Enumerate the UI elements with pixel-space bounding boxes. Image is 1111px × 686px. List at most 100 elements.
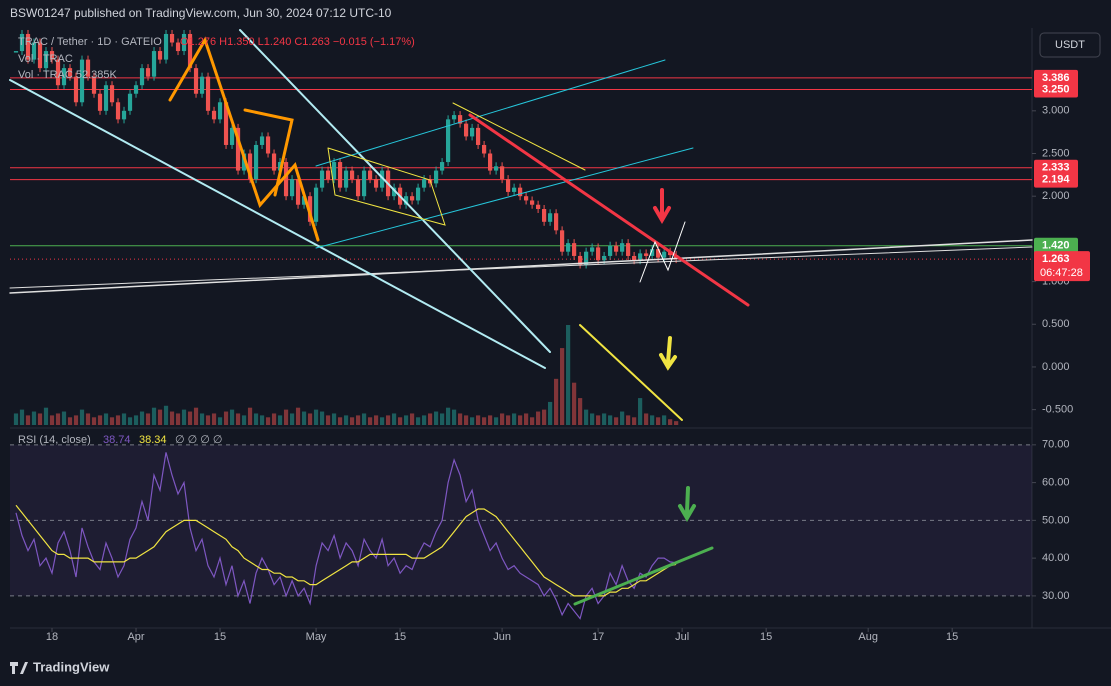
volume-bar: [596, 415, 601, 425]
candle: [638, 253, 643, 261]
volume-bar: [169, 411, 175, 425]
candle: [656, 249, 661, 258]
candle: [127, 93, 133, 111]
candle: [505, 179, 511, 192]
candle: [421, 179, 427, 188]
candle: [85, 59, 91, 77]
candle: [409, 196, 415, 201]
published: BSW01247 published on TradingView.com, J…: [10, 6, 392, 20]
level-tag: [1034, 171, 1078, 188]
volume-bar: [361, 413, 367, 425]
candle: [493, 166, 499, 171]
volume-bar: [73, 415, 79, 425]
ohlc: O1.276 H1.350 L1.240 C1.263 −0.015 (−1.1…: [180, 36, 415, 48]
countdown: 06:47:28: [1040, 267, 1083, 279]
x-tick-label: 17: [592, 631, 604, 643]
volume-bar: [307, 413, 313, 425]
volume-bar: [79, 409, 85, 425]
volume-bar: [451, 409, 457, 425]
currency-button[interactable]: [1039, 32, 1101, 58]
candle: [554, 213, 559, 231]
volume-bar: [536, 411, 541, 425]
candle: [283, 162, 289, 197]
flag: [452, 102, 586, 171]
volume-bar: [524, 413, 529, 425]
volume-bar: [85, 413, 91, 425]
candle: [319, 170, 325, 188]
candle: [205, 76, 211, 111]
candle: [247, 153, 253, 180]
candle: [169, 33, 175, 43]
volume-bar: [481, 417, 487, 425]
volume-bar: [626, 415, 631, 425]
volume-bar: [49, 415, 55, 425]
candle: [445, 119, 451, 163]
channel-line: [315, 147, 694, 249]
y-tick-label: 2.500: [1042, 147, 1070, 159]
candle: [31, 42, 37, 60]
candle: [584, 251, 589, 265]
volume-bar: [373, 415, 379, 425]
volume-legend: Vol · TRAC 52.385K: [18, 69, 118, 81]
volume-bar: [193, 407, 199, 425]
candle: [193, 68, 199, 94]
candle: [295, 179, 301, 205]
resistance-line: [468, 113, 750, 307]
candle: [271, 153, 277, 171]
volume-bar: [175, 413, 181, 425]
volume-bar: [391, 413, 397, 425]
x-tick-label: 15: [760, 631, 772, 643]
y-tick-label: 0.500: [1042, 318, 1070, 330]
level-label: 1.420: [1042, 240, 1070, 252]
candle: [457, 115, 463, 124]
volume-bar: [602, 413, 607, 425]
candle: [133, 85, 139, 94]
volume-bar: [301, 411, 307, 425]
volume-bar: [283, 409, 289, 425]
volume-bar: [656, 417, 661, 425]
y-tick-label: 30.00: [1042, 590, 1070, 602]
volume-bar: [103, 413, 109, 425]
volume-bar: [325, 415, 331, 425]
y-tick-label: 0.000: [1042, 361, 1070, 373]
volume-bar: [355, 415, 361, 425]
currency[interactable]: USDT: [1055, 39, 1085, 51]
candle: [391, 187, 397, 197]
candle: [620, 243, 625, 252]
volume-bar: [572, 382, 577, 425]
candle: [325, 170, 331, 180]
candle: [403, 196, 409, 205]
volume-bar: [37, 413, 43, 425]
volume-bar: [157, 409, 163, 425]
candle: [13, 51, 19, 53]
volume-bar: [289, 413, 295, 425]
drawings: [9, 29, 1033, 606]
candle: [187, 33, 193, 69]
volume-bar: [367, 417, 373, 425]
candle: [157, 51, 163, 60]
volume-bar: [620, 411, 625, 425]
volume-bar: [517, 415, 523, 425]
candle: [343, 170, 349, 188]
volume-bar: [439, 413, 445, 425]
candle: [463, 123, 469, 137]
volume-bar: [223, 411, 229, 425]
candle: [43, 51, 49, 69]
candle: [373, 179, 379, 188]
candle: [331, 162, 337, 180]
level-tag: [1034, 237, 1078, 254]
channel-line: [315, 59, 666, 167]
candle: [560, 230, 565, 252]
volume-bar: [199, 413, 205, 425]
x-tick-label: 15: [394, 631, 406, 643]
candle: [499, 166, 505, 180]
volume-bar: [253, 413, 259, 425]
candle: [608, 245, 613, 256]
volume-bar: [109, 417, 115, 425]
volume-bar: [19, 409, 25, 425]
candle: [229, 127, 235, 145]
candle: [259, 136, 265, 145]
candle: [451, 115, 457, 120]
candle: [530, 200, 535, 205]
x-tick-label: May: [306, 631, 327, 643]
